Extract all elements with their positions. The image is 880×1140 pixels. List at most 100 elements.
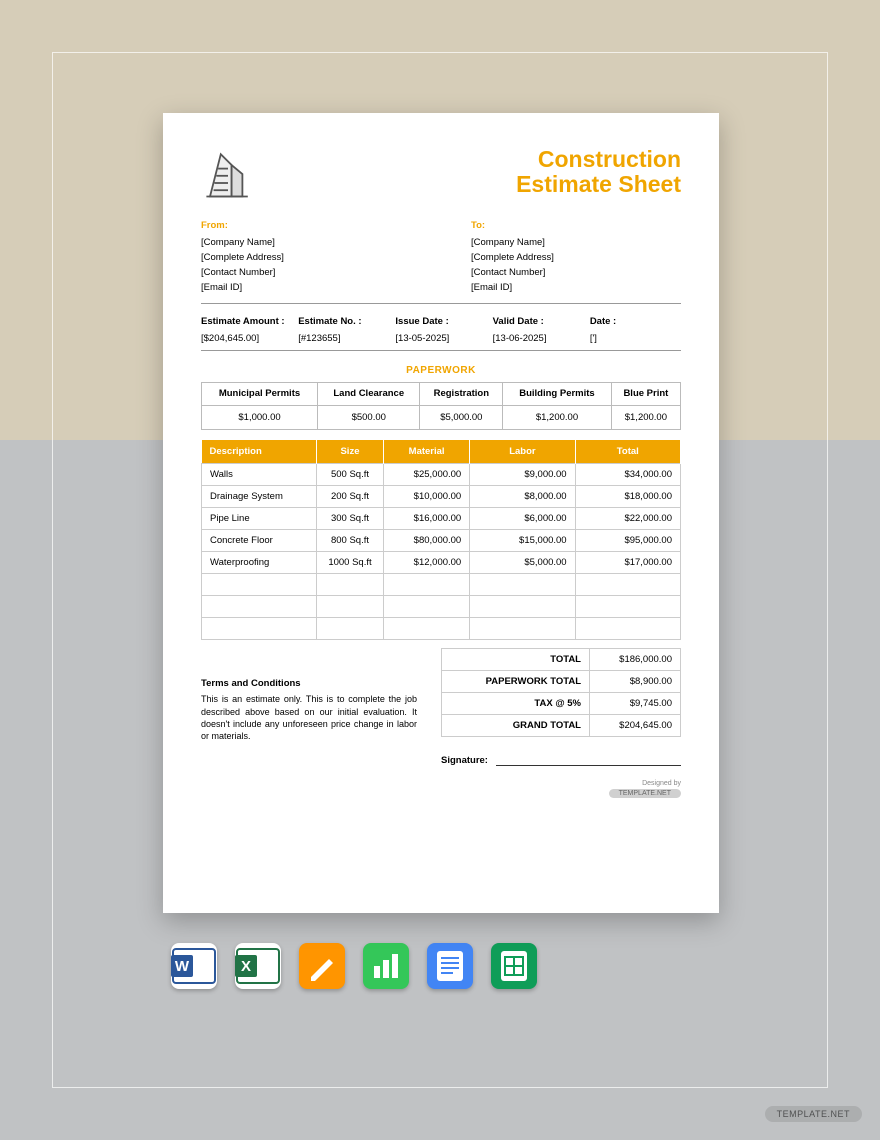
signature-line bbox=[496, 765, 681, 766]
items-cell bbox=[202, 596, 317, 618]
totals-row: GRAND TOTAL$204,645.00 bbox=[441, 715, 681, 737]
paperwork-cell: $1,200.00 bbox=[611, 406, 680, 430]
from-heading: From: bbox=[201, 220, 411, 231]
svg-text:W: W bbox=[175, 958, 190, 975]
items-cell: $80,000.00 bbox=[384, 530, 470, 552]
table-row bbox=[202, 596, 681, 618]
items-cell: $95,000.00 bbox=[575, 530, 680, 552]
from-line: [Email ID] bbox=[201, 282, 411, 293]
items-cell: $22,000.00 bbox=[575, 508, 680, 530]
meta-value: [13-06-2025] bbox=[493, 333, 584, 344]
from-line: [Complete Address] bbox=[201, 252, 411, 263]
from-line: [Company Name] bbox=[201, 237, 411, 248]
items-cell: $10,000.00 bbox=[384, 486, 470, 508]
meta-label: Estimate No. : bbox=[298, 316, 389, 327]
paperwork-cell: $1,000.00 bbox=[202, 406, 318, 430]
paperwork-header: Building Permits bbox=[503, 383, 612, 406]
totals-value: $9,745.00 bbox=[590, 693, 680, 714]
pages-icon[interactable] bbox=[299, 943, 345, 989]
items-cell: 500 Sq.ft bbox=[316, 464, 383, 486]
items-cell bbox=[575, 596, 680, 618]
items-cell bbox=[575, 618, 680, 640]
items-cell bbox=[470, 574, 575, 596]
items-cell bbox=[316, 574, 383, 596]
paperwork-cell: $5,000.00 bbox=[420, 406, 503, 430]
items-cell bbox=[384, 618, 470, 640]
meta-block: Estimate Amount : [$204,645.00] Estimate … bbox=[201, 316, 681, 344]
terms-title: Terms and Conditions bbox=[201, 678, 417, 689]
template-net-badge: TEMPLATE.NET bbox=[765, 1106, 862, 1122]
items-cell: Concrete Floor bbox=[202, 530, 317, 552]
to-block: To: [Company Name] [Complete Address] [C… bbox=[441, 220, 681, 297]
items-cell: $5,000.00 bbox=[470, 552, 575, 574]
from-block: From: [Company Name] [Complete Address] … bbox=[201, 220, 411, 297]
totals-value: $204,645.00 bbox=[590, 715, 680, 736]
items-cell: 200 Sq.ft bbox=[316, 486, 383, 508]
items-header: Labor bbox=[470, 440, 575, 464]
totals-row: PAPERWORK TOTAL$8,900.00 bbox=[441, 671, 681, 693]
meta-label: Estimate Amount : bbox=[201, 316, 292, 327]
meta-value: ['] bbox=[590, 333, 681, 344]
divider bbox=[201, 350, 681, 351]
to-line: [Contact Number] bbox=[471, 267, 681, 278]
items-cell bbox=[316, 596, 383, 618]
items-cell: $8,000.00 bbox=[470, 486, 575, 508]
totals-row: TAX @ 5%$9,745.00 bbox=[441, 693, 681, 715]
items-cell: $6,000.00 bbox=[470, 508, 575, 530]
items-cell: $9,000.00 bbox=[470, 464, 575, 486]
to-line: [Email ID] bbox=[471, 282, 681, 293]
designed-by-label: Designed by bbox=[201, 780, 681, 787]
paperwork-header: Blue Print bbox=[611, 383, 680, 406]
items-cell bbox=[316, 618, 383, 640]
numbers-icon[interactable] bbox=[363, 943, 409, 989]
items-header: Total bbox=[575, 440, 680, 464]
terms-block: Terms and Conditions This is an estimate… bbox=[201, 648, 417, 742]
outer-frame: Construction Estimate Sheet From: [Compa… bbox=[52, 52, 828, 1088]
docs-icon[interactable] bbox=[427, 943, 473, 989]
excel-icon[interactable]: X bbox=[235, 943, 281, 989]
items-table: DescriptionSizeMaterialLaborTotal Walls5… bbox=[201, 440, 681, 640]
totals-block: TOTAL$186,000.00PAPERWORK TOTAL$8,900.00… bbox=[441, 648, 681, 766]
title-line2: Estimate Sheet bbox=[516, 172, 681, 197]
title-line1: Construction bbox=[516, 147, 681, 172]
building-icon bbox=[201, 147, 255, 204]
items-cell bbox=[202, 574, 317, 596]
items-cell: Walls bbox=[202, 464, 317, 486]
sheets-icon[interactable] bbox=[491, 943, 537, 989]
items-cell bbox=[384, 574, 470, 596]
items-cell: Pipe Line bbox=[202, 508, 317, 530]
items-cell: $17,000.00 bbox=[575, 552, 680, 574]
paperwork-header: Registration bbox=[420, 383, 503, 406]
divider bbox=[201, 303, 681, 304]
designed-by: Designed by TEMPLATE.NET bbox=[201, 780, 681, 798]
items-cell bbox=[470, 618, 575, 640]
items-cell bbox=[202, 618, 317, 640]
items-cell: $15,000.00 bbox=[470, 530, 575, 552]
to-heading: To: bbox=[471, 220, 681, 231]
items-cell: Drainage System bbox=[202, 486, 317, 508]
to-line: [Company Name] bbox=[471, 237, 681, 248]
table-row: Pipe Line300 Sq.ft$16,000.00$6,000.00$22… bbox=[202, 508, 681, 530]
items-cell: 800 Sq.ft bbox=[316, 530, 383, 552]
totals-label: TOTAL bbox=[442, 649, 590, 670]
totals-value: $186,000.00 bbox=[590, 649, 680, 670]
page-title: Construction Estimate Sheet bbox=[516, 147, 681, 198]
table-row bbox=[202, 618, 681, 640]
items-cell: $18,000.00 bbox=[575, 486, 680, 508]
table-row: Walls500 Sq.ft$25,000.00$9,000.00$34,000… bbox=[202, 464, 681, 486]
meta-value: [13-05-2025] bbox=[395, 333, 486, 344]
meta-label: Issue Date : bbox=[395, 316, 486, 327]
paperwork-cell: $500.00 bbox=[318, 406, 420, 430]
items-cell: $34,000.00 bbox=[575, 464, 680, 486]
word-icon[interactable]: W bbox=[171, 943, 217, 989]
signature-row: Signature: bbox=[441, 755, 681, 766]
items-cell bbox=[575, 574, 680, 596]
meta-label: Date : bbox=[590, 316, 681, 327]
table-row: Drainage System200 Sq.ft$10,000.00$8,000… bbox=[202, 486, 681, 508]
paperwork-header: Municipal Permits bbox=[202, 383, 318, 406]
meta-value: [$204,645.00] bbox=[201, 333, 292, 344]
meta-value: [#123655] bbox=[298, 333, 389, 344]
totals-value: $8,900.00 bbox=[590, 671, 680, 692]
items-cell: Waterproofing bbox=[202, 552, 317, 574]
table-row: Waterproofing1000 Sq.ft$12,000.00$5,000.… bbox=[202, 552, 681, 574]
